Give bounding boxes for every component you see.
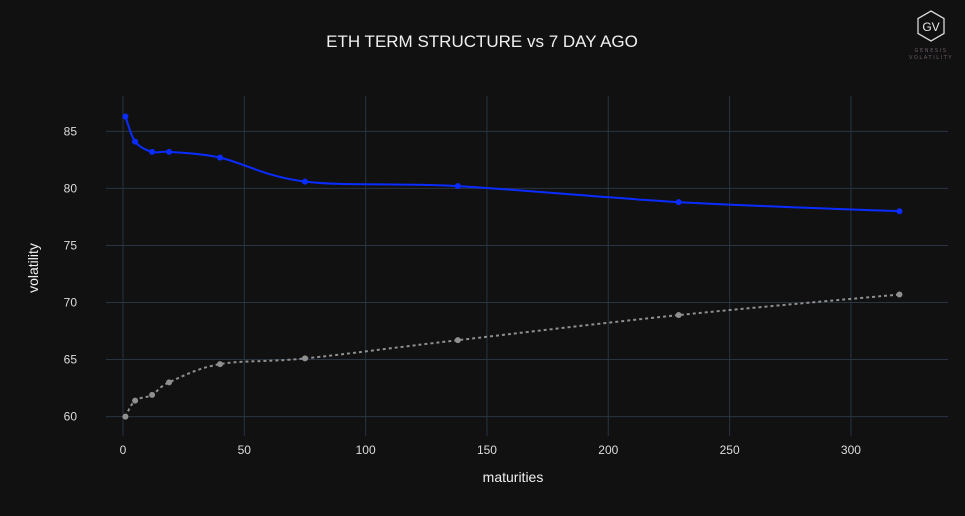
series-2-point: [454, 337, 461, 344]
series-2-point: [675, 312, 682, 319]
series-1-point: [896, 208, 903, 215]
x-tick-label: 100: [356, 443, 376, 457]
logo: GV GENESIS VOLATILITY: [909, 10, 953, 61]
series-1-point: [166, 148, 173, 155]
x-tick-label: 250: [720, 443, 740, 457]
series-2-point: [896, 291, 903, 298]
series-1-point: [301, 178, 308, 185]
series-2-point: [132, 397, 139, 404]
y-tick-label: 70: [64, 296, 78, 310]
x-tick-label: 0: [120, 443, 127, 457]
series-2-point: [149, 391, 156, 398]
logo-line-2: VOLATILITY: [909, 55, 953, 61]
x-tick-label: 200: [598, 443, 618, 457]
series-1-point: [122, 113, 129, 120]
series-2-point: [217, 361, 224, 368]
series-2-point: [122, 413, 129, 420]
logo-mark: GV: [922, 20, 939, 34]
series-1-point: [675, 199, 682, 206]
x-tick-label: 300: [841, 443, 861, 457]
series-1-point: [132, 138, 139, 145]
series-layer: [122, 113, 903, 420]
tick-labels: 0 50 100 150 200 250 300 60 65 70 75 80 85: [64, 124, 862, 457]
x-tick-label: 150: [477, 443, 497, 457]
series-2-point: [301, 355, 308, 362]
hexagon-logo-icon: [917, 10, 945, 42]
y-tick-label: 65: [64, 353, 78, 367]
series-2-point: [166, 379, 173, 386]
logo-line-1: GENESIS: [915, 48, 948, 54]
x-axis-label: maturities: [483, 469, 544, 485]
series-line-2: [124, 293, 900, 418]
series-1-point: [454, 183, 461, 190]
y-tick-label: 60: [64, 410, 78, 424]
y-axis-label: volatility: [25, 243, 41, 293]
y-tick-label: 80: [64, 181, 78, 195]
series-1-point: [149, 148, 156, 155]
y-tick-label: 85: [64, 124, 78, 138]
y-tick-label: 75: [64, 238, 78, 252]
x-tick-label: 50: [238, 443, 252, 457]
chart-title: ETH TERM STRUCTURE vs 7 DAY AGO: [326, 32, 638, 51]
series-1-point: [217, 154, 224, 161]
